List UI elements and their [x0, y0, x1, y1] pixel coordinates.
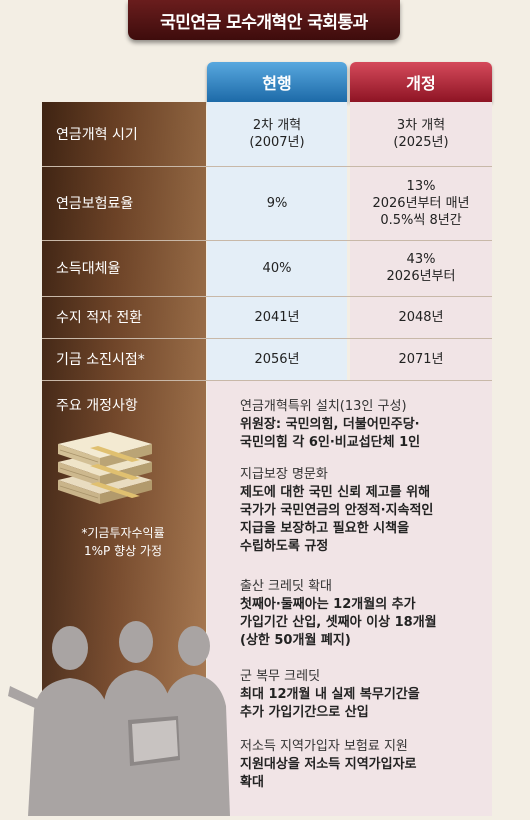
change-item: 군 복무 크레딧 최대 12개월 내 실제 복무기간을 추가 가입기간으로 산입	[240, 668, 485, 722]
change-body: 가입기간 산입, 셋째아 이상 18개월	[240, 615, 437, 630]
row-label-premium-rate: 연금보험료율	[56, 196, 134, 212]
cell-text: 2041년	[254, 309, 300, 325]
row-divider	[42, 240, 492, 241]
change-body: 최대 12개월 내 실제 복무기간을	[240, 687, 420, 702]
cell-revised-replacement-rate: 43% 2026년부터	[350, 240, 492, 296]
change-body: (상한 50개월 폐지)	[240, 633, 351, 648]
cell-text: 2056년	[254, 351, 300, 367]
footnote-line: 1%P 향상 가정	[83, 544, 163, 558]
people-silhouette-icon	[8, 620, 238, 820]
cell-text: 2026년부터 매년	[372, 195, 470, 211]
cell-revised-premium-rate: 13% 2026년부터 매년 0.5%씩 8년간	[350, 166, 492, 240]
cell-text: 2026년부터	[386, 269, 456, 284]
row-label-deficit-turn: 수지 적자 전환	[56, 310, 143, 326]
row-divider	[42, 166, 492, 167]
cell-text: 43%	[406, 252, 436, 267]
revised-column-bg	[350, 102, 492, 380]
cell-text: 13%	[406, 178, 436, 194]
cell-revised-fund-depletion: 2071년	[350, 338, 492, 380]
cell-text: 3차 개혁	[396, 118, 446, 133]
row-label-main-changes: 주요 개정사항	[56, 398, 138, 414]
row-divider	[42, 296, 492, 297]
money-stack-icon	[50, 418, 160, 512]
change-item: 지급보장 명문화 제도에 대한 국민 신뢰 제고를 위해 국가가 국민연금의 안…	[240, 466, 485, 556]
cell-text: 40%	[262, 260, 292, 276]
change-body: 지원대상을 저소득 지역가입자로	[240, 757, 417, 772]
change-item: 저소득 지역가입자 보험료 지원 지원대상을 저소득 지역가입자로 확대	[240, 738, 485, 792]
change-body: 국민의힘 각 6인·비교섭단체 1인	[240, 435, 421, 450]
cell-text: 0.5%씩 8년간	[380, 212, 462, 228]
cell-current-premium-rate: 9%	[207, 166, 347, 240]
change-body: 추가 가입기간으로 산입	[240, 705, 369, 720]
cell-revised-reform-period: 3차 개혁 (2025년)	[350, 102, 492, 166]
row-label-fund-depletion: 기금 소진시점*	[56, 352, 145, 368]
cell-current-reform-period: 2차 개혁 (2007년)	[207, 102, 347, 166]
cell-current-fund-depletion: 2056년	[207, 338, 347, 380]
changes-bg	[207, 380, 492, 816]
change-body: 첫째아·둘째아는 12개월의 추가	[240, 597, 416, 612]
cell-text: (2007년)	[249, 135, 305, 150]
change-body: 확대	[240, 775, 264, 790]
change-body: 국가가 국민연금의 안정적·지속적인	[240, 503, 434, 518]
cell-text: 2차 개혁	[252, 118, 302, 133]
change-body: 위원장: 국민의힘, 더불어민주당·	[240, 417, 420, 432]
column-header-current: 현행	[207, 62, 347, 102]
change-body: 제도에 대한 국민 신뢰 제고를 위해	[240, 485, 431, 500]
page-title: 국민연금 모수개혁안 국회통과	[128, 0, 400, 40]
change-heading: 연금개혁특위 설치(13인 구성)	[240, 399, 407, 414]
change-body: 수립하도록 규정	[240, 539, 329, 554]
cell-current-replacement-rate: 40%	[207, 240, 347, 296]
row-label-reform-period: 연금개혁 시기	[56, 127, 138, 143]
change-heading: 군 복무 크레딧	[240, 669, 321, 684]
cell-text: (2025년)	[393, 135, 449, 150]
footnote-line: *기금투자수익률	[81, 526, 165, 540]
footnote: *기금투자수익률 1%P 향상 가정	[48, 524, 198, 560]
change-heading: 저소득 지역가입자 보험료 지원	[240, 739, 408, 754]
change-item: 출산 크레딧 확대 첫째아·둘째아는 12개월의 추가 가입기간 산입, 셋째아…	[240, 578, 485, 650]
cell-text: 2048년	[398, 309, 444, 325]
change-item: 연금개혁특위 설치(13인 구성) 위원장: 국민의힘, 더불어민주당· 국민의…	[240, 398, 485, 452]
cell-revised-deficit-turn: 2048년	[350, 296, 492, 338]
column-header-revised: 개정	[350, 62, 492, 102]
row-divider	[42, 338, 492, 339]
cell-text: 9%	[266, 195, 288, 211]
current-column-bg	[207, 102, 347, 380]
change-heading: 출산 크레딧 확대	[240, 579, 332, 594]
cell-text: 2071년	[398, 351, 444, 367]
change-body: 지급을 보장하고 필요한 시책을	[240, 521, 410, 536]
cell-current-deficit-turn: 2041년	[207, 296, 347, 338]
row-divider	[42, 380, 492, 381]
row-label-replacement-rate: 소득대체율	[56, 261, 121, 277]
change-heading: 지급보장 명문화	[240, 467, 328, 482]
